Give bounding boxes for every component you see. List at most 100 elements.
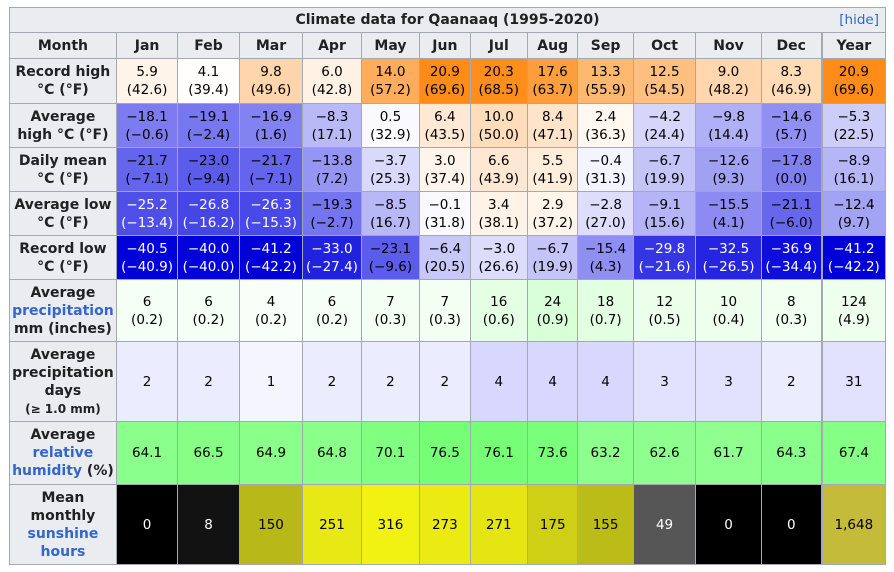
cell-mar: −41.2 (−42.2) (238, 235, 304, 280)
cell-value: 2 (786, 373, 796, 390)
cell-value-imperial: (15.6) (644, 214, 685, 231)
cell-value-imperial: (0.2) (131, 311, 164, 328)
cell-value-imperial: (−15.3) (245, 214, 297, 231)
cell-value-imperial: (1.6) (255, 126, 288, 143)
cell-value: 3 (660, 373, 669, 390)
row-label-sunshine: Mean monthly sunshine hours (9, 484, 117, 565)
cell-value: −15.5 (707, 196, 750, 213)
cell-aug: 73.6 (526, 421, 579, 485)
cell-may: 70.1 (360, 421, 421, 485)
cell-feb: −19.1 (−2.4) (177, 103, 240, 148)
cell-jul: 16 (0.6) (469, 279, 528, 342)
cell-value-imperial: (48.2) (708, 82, 749, 98)
cell-feb: −40.0 (−40.0) (177, 235, 240, 280)
cell-value-imperial: (0.2) (192, 311, 225, 328)
row-label-line: mm (inches) (14, 320, 112, 337)
cell-value: 10.0 (483, 108, 514, 125)
row-label-line: high °C (°F) (17, 126, 109, 143)
row-label-link[interactable]: hours (40, 543, 86, 560)
cell-aug: 2.9 (37.2) (526, 191, 579, 236)
cell-value-imperial: (−21.6) (638, 258, 691, 275)
cell-value: 271 (485, 516, 512, 533)
cell-value: 2 (440, 373, 450, 390)
cell-value: 0 (724, 516, 733, 533)
cell-value-imperial: (22.5) (833, 126, 875, 143)
cell-value-imperial: (0.9) (536, 311, 569, 328)
cell-value-imperial: (39.4) (188, 82, 229, 98)
cell-value: −21.7 (250, 152, 292, 169)
month-header-sep: Sep (577, 32, 634, 59)
cell-year: −5.3 (22.5) (820, 103, 886, 148)
cell-value: 24 (544, 293, 562, 310)
cell-value: 76.5 (429, 445, 460, 461)
cell-value-imperial: (−34.4) (765, 258, 818, 275)
cell-value: 6 (327, 293, 337, 310)
cell-value-imperial: (47.1) (532, 126, 573, 143)
cell-dec: 0 (760, 484, 823, 565)
cell-mar: 1 (238, 341, 304, 422)
cell-aug: 5.5 (41.9) (526, 147, 579, 192)
cell-value-imperial: (−2.4) (186, 126, 231, 143)
cell-jan: 5.9 (42.6) (115, 58, 179, 104)
cell-value-imperial: (4.3) (589, 258, 622, 275)
cell-value: 31 (845, 373, 863, 390)
cell-value: −40.5 (126, 240, 168, 257)
cell-value: 6.0 (321, 64, 343, 80)
cell-year: −12.4 (9.7) (820, 191, 886, 236)
cell-jun: 273 (419, 484, 471, 565)
year-header: Year (820, 32, 886, 59)
row-label-link[interactable]: precipitation (12, 302, 114, 319)
cell-value: −41.2 (250, 240, 292, 257)
cell-dec: 8 (0.3) (760, 279, 823, 342)
cell-value: 2.4 (594, 108, 617, 125)
cell-value: 2 (327, 373, 337, 390)
cell-value: 8 (204, 516, 213, 533)
cell-jun: −0.1 (31.8) (419, 191, 471, 236)
cell-value: −25.2 (126, 196, 168, 213)
cell-value: 1,648 (834, 516, 874, 533)
row-label-line: Average (30, 284, 96, 301)
cell-nov: 61.7 (695, 421, 762, 485)
row-avg-low: Average low °C (°F) −25.2 (−13.4) −26.8 (−16.… (9, 191, 886, 236)
cell-value-imperial: (0.3) (775, 311, 808, 328)
cell-value-imperial: (5.7) (775, 126, 808, 143)
cell-value: −21.7 (126, 152, 168, 169)
humidity-link[interactable]: humidity (12, 463, 83, 479)
cell-value-imperial: (37.4) (424, 170, 466, 187)
cell-value: −33.0 (311, 240, 353, 257)
hide-toggle-link[interactable]: [hide] (839, 12, 879, 28)
cell-value-imperial: (43.5) (424, 126, 466, 143)
cell-jun: −6.4 (20.5) (419, 235, 471, 280)
cell-value: 6 (204, 293, 213, 310)
cell-apr: 2 (302, 341, 362, 422)
month-header-aug: Aug (526, 32, 579, 59)
cell-value: −0.1 (428, 196, 462, 213)
humidity-link[interactable]: relative (32, 445, 94, 461)
cell-sep: −15.4 (4.3) (577, 235, 634, 280)
cell-value: −19.3 (311, 196, 353, 213)
table-body: Record high °C (°F) 5.9 (42.6) 4.1 (39.4) 9.8 (… (9, 58, 886, 565)
cell-value-imperial: (68.5) (478, 82, 520, 98)
row-label-link[interactable]: sunshine (27, 525, 99, 542)
row-label-line: Average low (14, 196, 112, 213)
cell-value: 4 (601, 373, 610, 390)
cell-jan: −18.1 (−0.6) (115, 103, 179, 148)
cell-value: 4 (548, 373, 557, 390)
cell-value: 0 (142, 516, 152, 533)
cell-value: −18.1 (126, 108, 168, 125)
cell-year: 1,648 (820, 484, 886, 565)
row-label-line: °C (°F) (37, 82, 89, 98)
row-record-low: Record low °C (°F) −40.5 (−40.9) −40.0 (−40.0… (9, 235, 886, 280)
cell-value: 10 (719, 293, 738, 310)
cell-value-imperial: (25.3) (370, 170, 411, 187)
row-avg-high: Average high °C (°F) −18.1 (−0.6) −19.1 (−2.4… (9, 103, 886, 148)
cell-value: 73.6 (537, 445, 568, 461)
cell-value-imperial: (42.6) (126, 82, 168, 98)
cell-year: 124 (4.9) (820, 279, 886, 342)
cell-jan: 64.1 (115, 421, 179, 485)
row-label-line: Record high (15, 64, 111, 80)
cell-value: 2 (142, 373, 152, 390)
cell-value-imperial: (69.6) (424, 82, 466, 98)
cell-value: 20.3 (483, 64, 514, 80)
row-label-line: relative (11, 444, 115, 462)
